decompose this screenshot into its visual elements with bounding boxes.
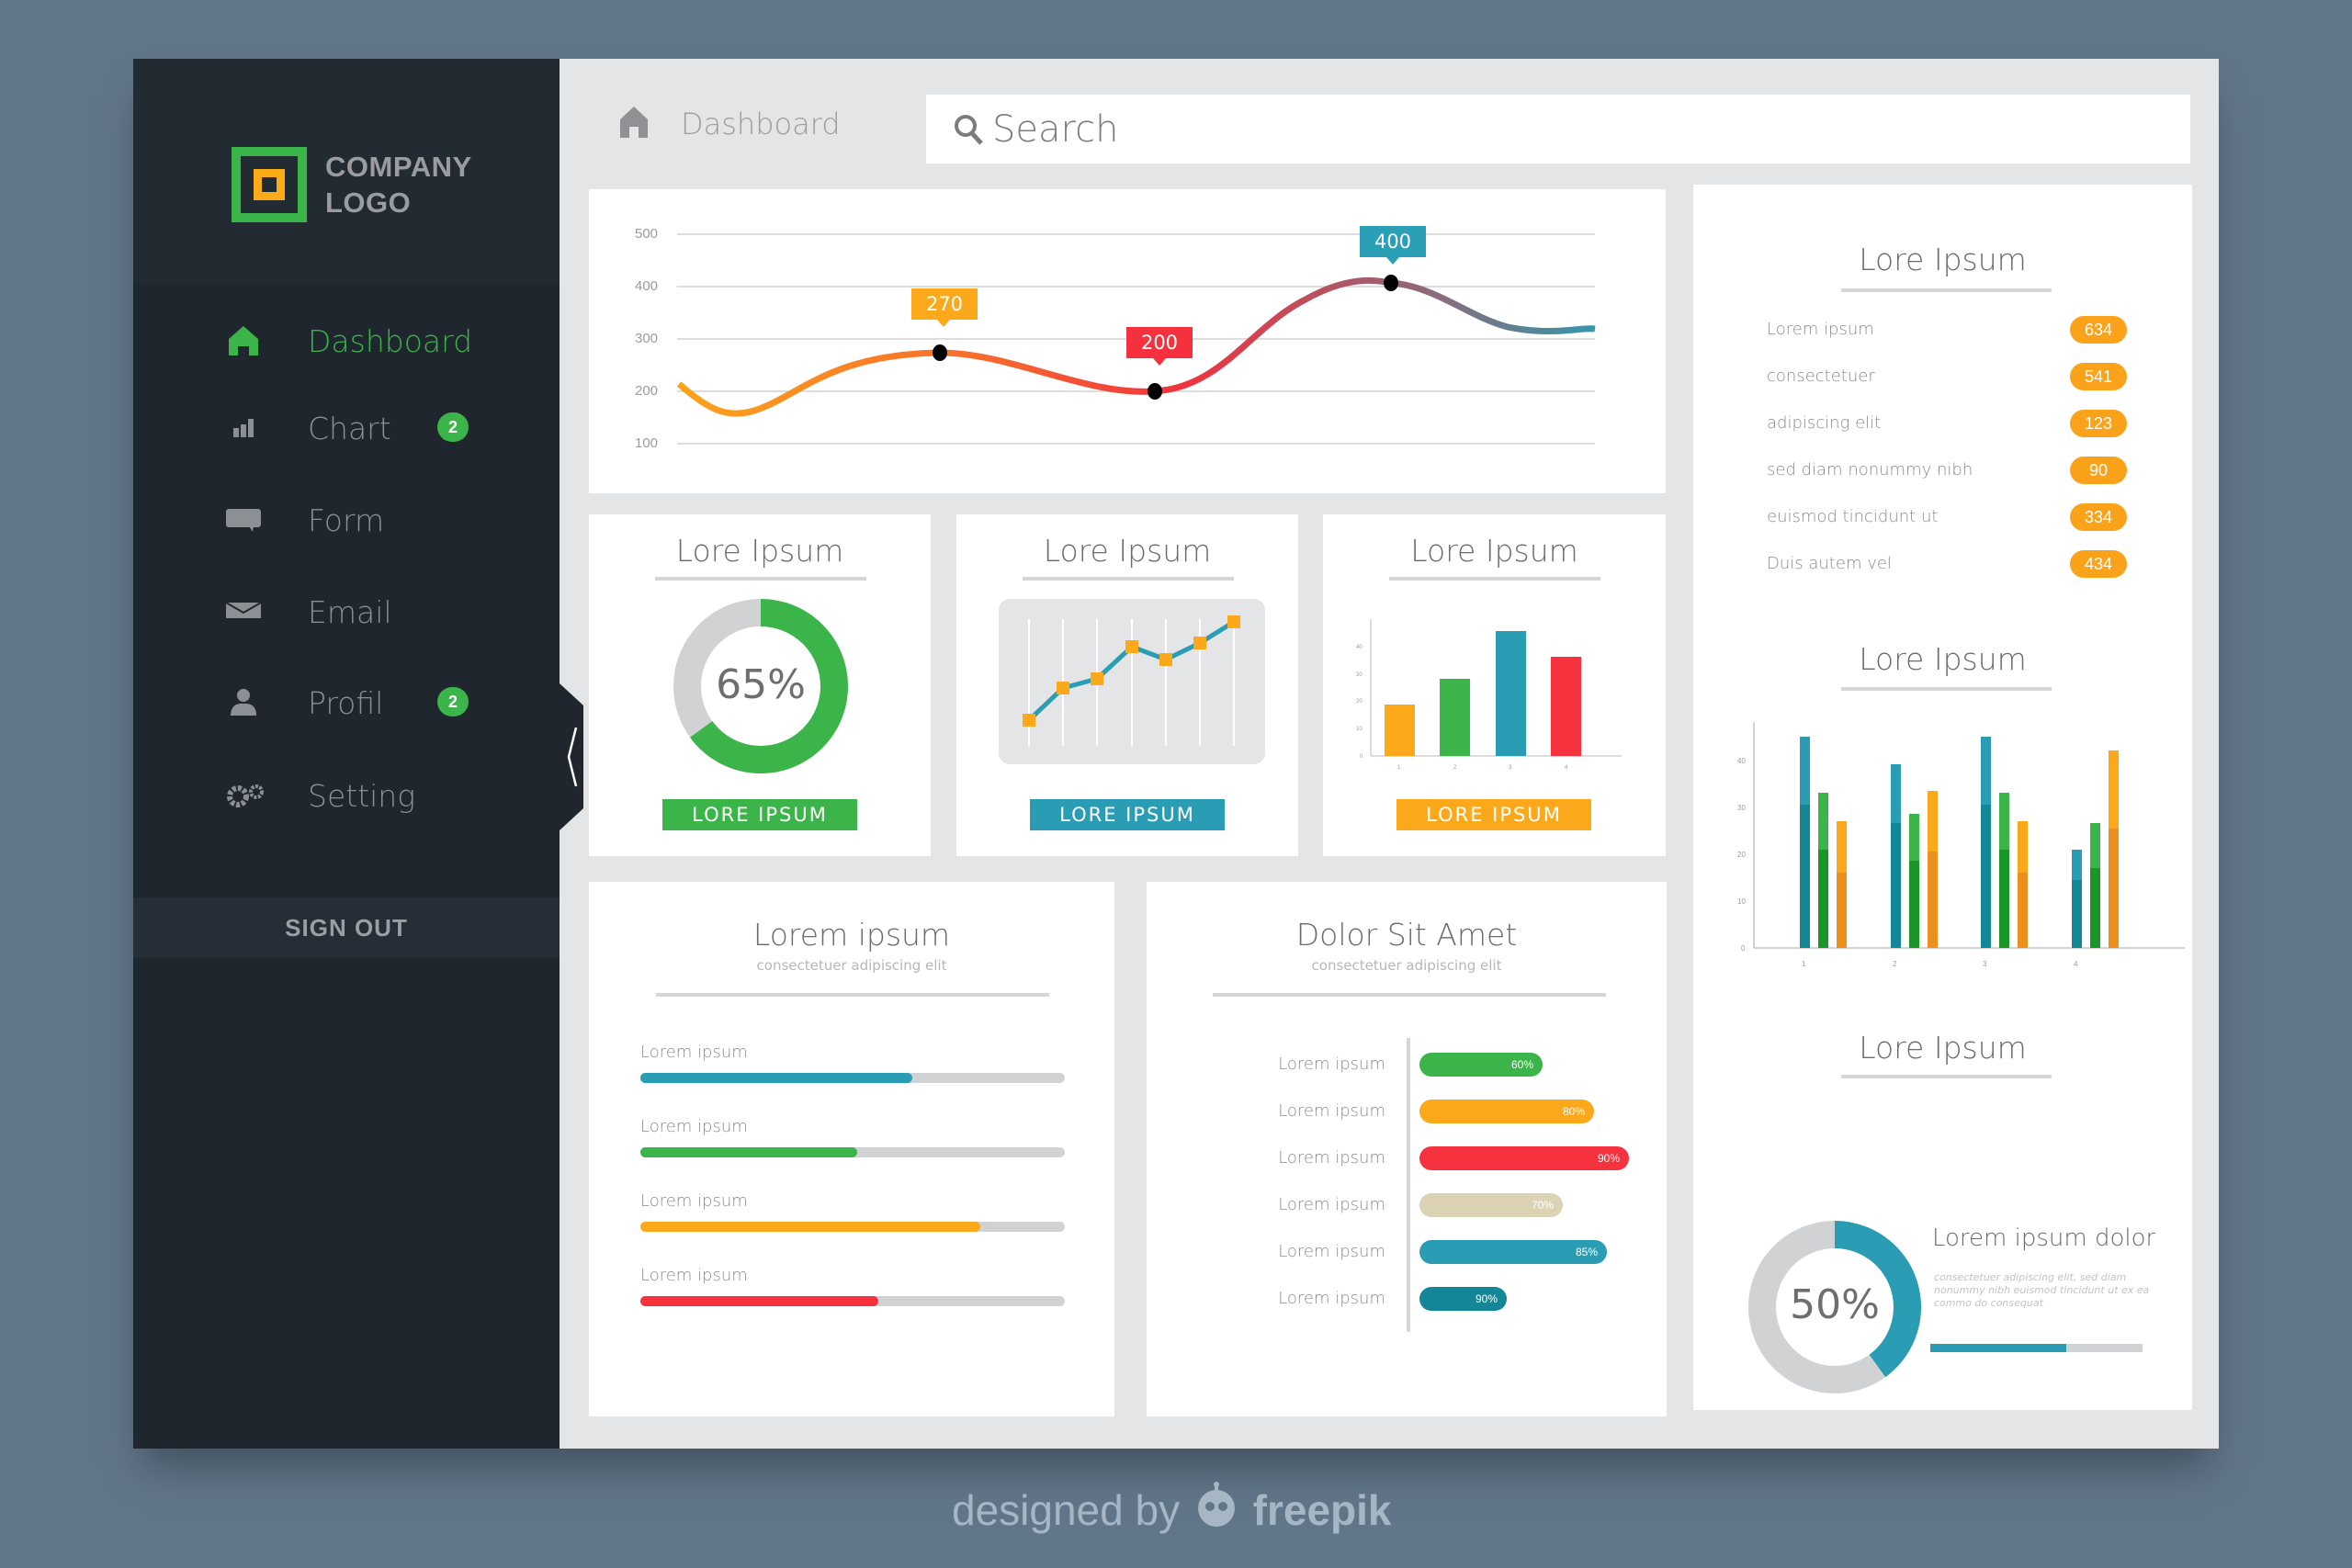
sign-out-button[interactable]: SIGN OUT <box>133 897 560 958</box>
logo-area: COMPANY LOGO <box>133 59 560 283</box>
lore-ipsum-green-button[interactable]: LORE IPSUM <box>662 799 857 830</box>
svg-text:0: 0 <box>1741 944 1746 953</box>
hbar-5: 85% <box>1419 1240 1607 1264</box>
svg-text:20: 20 <box>1737 851 1746 859</box>
grouped-bar-chart: 0 10 20 30 40 1 2 3 4 <box>1737 722 2185 968</box>
svg-text:4: 4 <box>1565 765 1568 771</box>
sidebar-item-email[interactable]: Email <box>133 579 560 643</box>
donut-value: 65% <box>716 661 806 708</box>
home-icon[interactable] <box>618 105 650 138</box>
logo-mark-icon <box>232 147 307 222</box>
list-item[interactable]: sed diam nonummy nibh 90 <box>1767 457 2134 484</box>
hbar-3: 90% <box>1419 1146 1629 1170</box>
progress-card: Lorem ipsum consectetuer adipiscing elit… <box>589 882 1114 1416</box>
search-input[interactable]: Search <box>926 95 2190 164</box>
list-item[interactable]: euismod tincidunt ut 334 <box>1767 503 2134 531</box>
dashboard-window: COMPANY LOGO Dashboard Chart 2 Form Emai… <box>133 59 2219 1449</box>
hbar-1: 60% <box>1419 1053 1543 1077</box>
svg-text:30: 30 <box>1737 804 1746 812</box>
mini-line-chart <box>999 599 1265 764</box>
lore-ipsum-orange-button[interactable]: LORE IPSUM <box>1396 799 1591 830</box>
donut-50-value: 50% <box>1790 1281 1880 1328</box>
breadcrumb-dashboard[interactable]: Dashboard <box>681 107 841 141</box>
tooltip-270: 270 <box>911 288 978 320</box>
hbar-2: 80% <box>1419 1100 1594 1123</box>
donut-card: Lore Ipsum 65% LORE IPSUM <box>589 514 931 856</box>
sidebar-item-setting[interactable]: Setting <box>133 762 560 827</box>
search-icon <box>955 115 983 145</box>
sidebar-item-dashboard[interactable]: Dashboard <box>133 308 560 372</box>
svg-text:10: 10 <box>1737 897 1746 906</box>
list-item[interactable]: Lorem ipsum 634 <box>1767 316 2134 344</box>
sidebar-collapse-toggle[interactable] <box>560 683 583 830</box>
lore-ipsum-teal-button[interactable]: LORE IPSUM <box>1030 799 1225 830</box>
mini-line-card: Lore Ipsum LORE IPSUM <box>956 514 1298 856</box>
hbar-axis <box>1407 1038 1410 1332</box>
line-chart-card: 500 400 300 200 100 <box>589 189 1666 493</box>
svg-text:3: 3 <box>1983 960 1987 968</box>
user-icon <box>231 689 256 716</box>
bar-chart-icon <box>233 419 254 437</box>
svg-text:1: 1 <box>1802 960 1806 968</box>
svg-text:2: 2 <box>1453 765 1457 771</box>
svg-text:10: 10 <box>1356 727 1363 732</box>
sidebar-item-form[interactable]: Form <box>133 487 560 551</box>
donut-chart-50 <box>1748 1221 1921 1393</box>
donut-progress-bar <box>1930 1344 2143 1352</box>
donut-description: consectetuer adipiscing elit, sed diam n… <box>1934 1271 2150 1309</box>
company-logo-text: COMPANY LOGO <box>325 151 472 219</box>
hbar-4: 70% <box>1419 1193 1563 1217</box>
profil-count-badge: 2 <box>437 687 469 716</box>
designed-by-credit: designed by freepik <box>952 1481 1392 1535</box>
progress-bar-4 <box>640 1296 1065 1306</box>
sidebar: COMPANY LOGO Dashboard Chart 2 Form Emai… <box>133 59 560 1449</box>
sidebar-item-profil[interactable]: Profil 2 <box>133 670 560 734</box>
list-item[interactable]: adipiscing elit 123 <box>1767 410 2134 437</box>
donut-heading: Lorem ipsum dolor <box>1932 1224 2156 1252</box>
svg-text:40: 40 <box>1737 757 1746 765</box>
progress-bar-2 <box>640 1147 1065 1157</box>
gears-icon <box>227 784 264 807</box>
donut-chart-65 <box>673 599 848 773</box>
right-panel: Lore Ipsum Lorem ipsum 634 consectetuer 54… <box>1693 185 2192 1410</box>
svg-text:3: 3 <box>1509 765 1512 771</box>
svg-text:40: 40 <box>1356 645 1363 650</box>
vertical-bar-chart: 0 10 20 30 40 1 2 3 4 <box>1356 619 1622 771</box>
svg-text:0: 0 <box>1360 754 1363 760</box>
chart-count-badge: 2 <box>437 412 469 442</box>
freepik-mascot-icon <box>1197 1482 1235 1527</box>
svg-text:30: 30 <box>1356 672 1363 678</box>
chat-bubble-icon <box>226 509 261 532</box>
list-item[interactable]: consectetuer 541 <box>1767 363 2134 390</box>
envelope-icon <box>225 602 262 618</box>
hbar-6: 90% <box>1419 1287 1507 1311</box>
progress-bar-1 <box>640 1073 1065 1083</box>
chevron-left-icon <box>567 727 578 787</box>
svg-text:2: 2 <box>1893 960 1897 968</box>
list-item[interactable]: Duis autem vel 434 <box>1767 550 2134 578</box>
progress-bar-3 <box>640 1222 1065 1232</box>
svg-text:20: 20 <box>1356 699 1363 705</box>
horizontal-bar-card: Dolor Sit Amet consectetuer adipiscing e… <box>1147 882 1667 1416</box>
svg-text:4: 4 <box>2074 960 2078 968</box>
search-placeholder: Search <box>992 108 1119 151</box>
svg-text:1: 1 <box>1397 765 1401 771</box>
home-icon <box>229 326 258 355</box>
sidebar-item-chart[interactable]: Chart 2 <box>133 395 560 459</box>
tooltip-400: 400 <box>1360 226 1426 257</box>
tooltip-200: 200 <box>1126 327 1193 358</box>
